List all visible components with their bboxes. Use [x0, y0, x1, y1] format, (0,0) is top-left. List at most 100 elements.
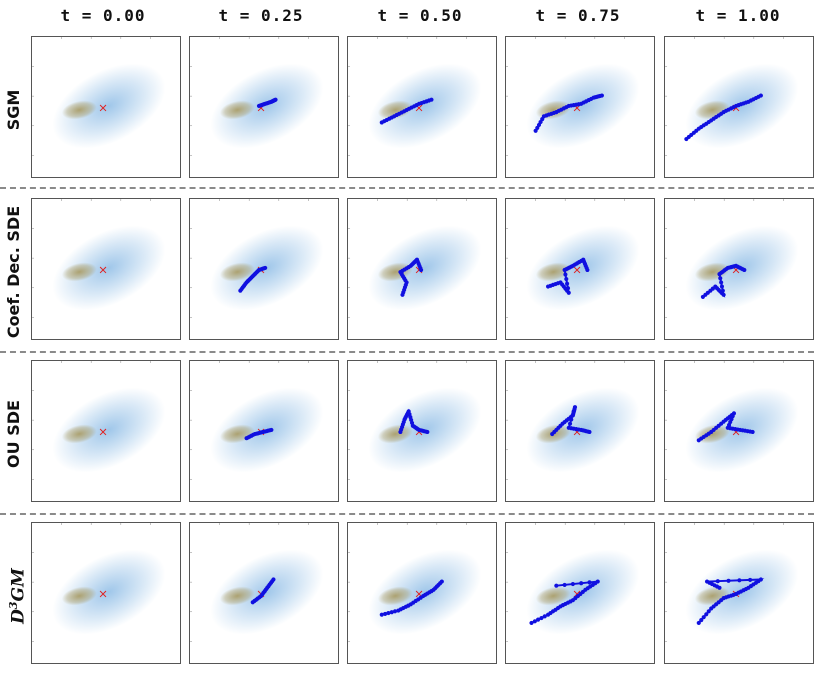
trajectory-point [587, 580, 592, 585]
trajectory-point [571, 409, 576, 414]
trajectory-point [599, 93, 604, 98]
panel-d3gm-t1 [189, 522, 339, 664]
panel-d3gm-t3 [505, 522, 655, 664]
trajectory-point [567, 421, 573, 426]
panel-canvas [506, 199, 640, 318]
density-blob [52, 549, 166, 635]
panel-canvas [32, 37, 166, 156]
trajectory-point [389, 610, 394, 615]
row-label-coef-dec-sde: Coef. Dec. SDE [4, 205, 23, 339]
target-blob [61, 586, 97, 606]
target-blob [61, 262, 97, 282]
trajectory-point [719, 284, 725, 289]
trajectory-point [587, 429, 592, 435]
row-divider-2 [0, 351, 814, 353]
panel-canvas [190, 37, 324, 156]
column-title-3: t = 0.75 [535, 6, 621, 25]
trajectory-point [542, 614, 547, 619]
trajectory-point [429, 97, 434, 102]
trajectory-point [570, 581, 575, 587]
panel-canvas [32, 361, 166, 480]
row-label-d3gm-base: D [8, 609, 29, 624]
start-marker [99, 104, 107, 112]
panel-d3gm-t0 [31, 522, 181, 664]
trajectory-point [379, 612, 384, 617]
target-blob [535, 262, 571, 282]
panel-sgm-t1 [189, 36, 339, 178]
target-blob [219, 262, 255, 282]
trajectory-point [717, 585, 722, 590]
panel-coef-dec-sde-t0 [31, 198, 181, 340]
panel-canvas [665, 37, 799, 156]
panel-canvas [190, 199, 324, 318]
trajectory-point [748, 577, 753, 582]
trajectory-point [750, 429, 755, 435]
density-blob [526, 225, 640, 311]
panel-coef-dec-sde-t2 [347, 198, 497, 340]
trajectory-point [263, 265, 268, 270]
panel-coef-dec-sde-t4 [664, 198, 814, 340]
target-blob [535, 586, 571, 606]
panel-sgm-t0 [31, 36, 181, 178]
trajectory-point [383, 611, 388, 616]
target-blob [219, 586, 255, 606]
column-title-2: t = 0.50 [377, 6, 463, 25]
trajectory-point [439, 579, 444, 584]
target-blob [377, 586, 413, 606]
row-label-d3gm: D3GM [2, 516, 29, 676]
trajectory-point [569, 417, 574, 422]
trajectory-point [595, 579, 600, 584]
trajectory-point [579, 581, 584, 586]
panel-canvas [506, 37, 640, 156]
density-blob [210, 549, 324, 635]
panel-canvas [506, 523, 640, 642]
density-blob [368, 225, 482, 311]
trajectory-point [696, 620, 701, 626]
trajectory-point [570, 413, 575, 418]
start-marker [573, 266, 581, 274]
column-title-1: t = 0.25 [218, 6, 304, 25]
density-blob [368, 549, 482, 635]
panel-canvas [32, 523, 166, 642]
trajectory-point [563, 272, 568, 277]
row-label-ou-sde: OU SDE [4, 400, 23, 468]
density-blob [210, 63, 324, 149]
column-title-4: t = 1.00 [695, 6, 781, 25]
panel-ou-sde-t1 [189, 360, 339, 502]
trajectory-point [536, 617, 541, 622]
panel-canvas [32, 199, 166, 318]
panel-canvas [190, 361, 324, 480]
trajectory-point [425, 429, 430, 435]
panel-ou-sde-t0 [31, 360, 181, 502]
trajectory-point [271, 577, 276, 582]
trajectory-point [566, 290, 571, 295]
trajectory-point [572, 405, 578, 410]
target-blob [377, 424, 413, 444]
row-divider-1 [0, 187, 814, 189]
panel-canvas [348, 523, 482, 642]
trajectory-point [562, 582, 567, 587]
trajectory-point [269, 427, 274, 432]
trajectory-point [721, 292, 726, 297]
trajectory-point [529, 620, 534, 626]
density-blob [52, 63, 166, 149]
trajectory-point [699, 618, 704, 623]
trajectory-point [554, 583, 559, 588]
panel-coef-dec-sde-t3 [505, 198, 655, 340]
panel-ou-sde-t4 [664, 360, 814, 502]
density-blob [52, 225, 166, 311]
trajectory-point [419, 267, 424, 273]
trajectory-point [701, 615, 706, 620]
panel-canvas [348, 361, 482, 480]
row-label-d3gm-rest: GM [8, 568, 29, 602]
target-blob [61, 424, 97, 444]
panel-coef-dec-sde-t1 [189, 198, 339, 340]
start-marker [99, 266, 107, 274]
trajectory-point [719, 280, 724, 285]
panel-canvas [665, 199, 799, 318]
panel-d3gm-t2 [347, 522, 497, 664]
trajectory-point [585, 267, 590, 273]
density-blob [526, 63, 640, 149]
trajectory-point [758, 577, 763, 582]
target-blob [61, 100, 97, 120]
